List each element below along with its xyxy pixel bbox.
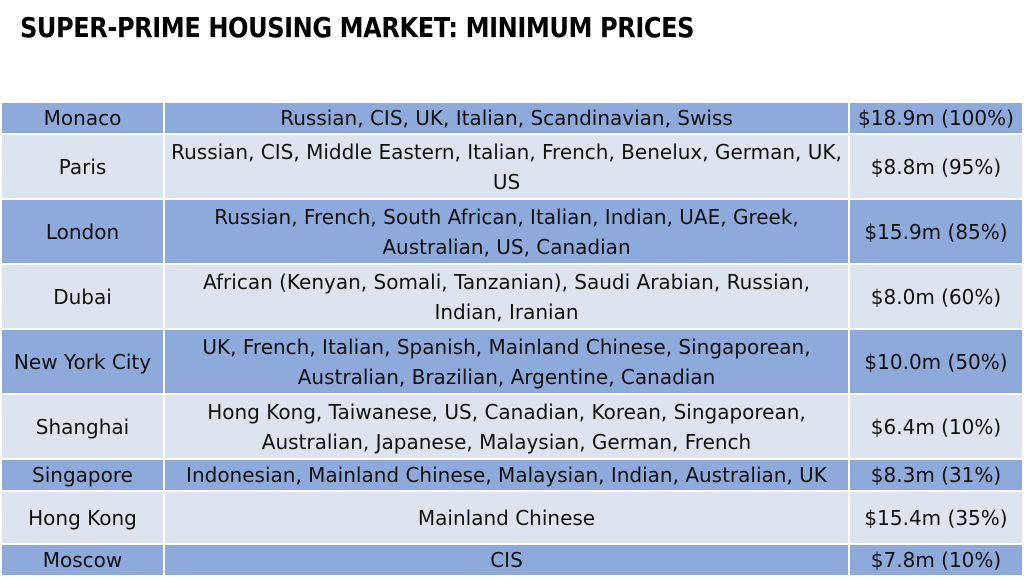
city-cell: Singapore xyxy=(0,458,165,492)
price-cell: $15.9m (85%) xyxy=(848,198,1024,265)
buyers-cell: Russian, French, South African, Italian,… xyxy=(163,198,850,265)
table-row: New York City UK, French, Italian, Spani… xyxy=(0,328,1024,395)
city-cell: Shanghai xyxy=(0,393,165,460)
price-cell: $18.9m (100%) xyxy=(848,101,1024,135)
table-row: Shanghai Hong Kong, Taiwanese, US, Canad… xyxy=(0,393,1024,460)
city-cell: New York City xyxy=(0,328,165,395)
table-row: London Russian, French, South African, I… xyxy=(0,198,1024,265)
price-cell: $15.4m (35%) xyxy=(848,490,1024,545)
table-row: Hong Kong Mainland Chinese $15.4m (35%) xyxy=(0,490,1024,545)
city-cell: Dubai xyxy=(0,263,165,330)
price-cell: $10.0m (50%) xyxy=(848,328,1024,395)
price-cell: $8.8m (95%) xyxy=(848,133,1024,200)
city-cell: Monaco xyxy=(0,101,165,135)
price-table: Monaco Russian, CIS, UK, Italian, Scandi… xyxy=(0,101,1024,577)
buyers-cell: Indonesian, Mainland Chinese, Malaysian,… xyxy=(163,458,850,492)
table-row: Moscow CIS $7.8m (10%) xyxy=(0,543,1024,577)
buyers-cell: Russian, CIS, Middle Eastern, Italian, F… xyxy=(163,133,850,200)
table-row: Monaco Russian, CIS, UK, Italian, Scandi… xyxy=(0,101,1024,135)
price-cell: $8.0m (60%) xyxy=(848,263,1024,330)
buyers-cell: African (Kenyan, Somali, Tanzanian), Sau… xyxy=(163,263,850,330)
buyers-cell: Hong Kong, Taiwanese, US, Canadian, Kore… xyxy=(163,393,850,460)
buyers-cell: UK, French, Italian, Spanish, Mainland C… xyxy=(163,328,850,395)
price-cell: $6.4m (10%) xyxy=(848,393,1024,460)
price-cell: $8.3m (31%) xyxy=(848,458,1024,492)
table-row: Paris Russian, CIS, Middle Eastern, Ital… xyxy=(0,133,1024,200)
city-cell: London xyxy=(0,198,165,265)
buyers-cell: Mainland Chinese xyxy=(163,490,850,545)
page-title: SUPER-PRIME HOUSING MARKET: MINIMUM PRIC… xyxy=(20,11,695,44)
city-cell: Paris xyxy=(0,133,165,200)
city-cell: Moscow xyxy=(0,543,165,577)
buyers-cell: Russian, CIS, UK, Italian, Scandinavian,… xyxy=(163,101,850,135)
price-cell: $7.8m (10%) xyxy=(848,543,1024,577)
table-row: Singapore Indonesian, Mainland Chinese, … xyxy=(0,458,1024,492)
city-cell: Hong Kong xyxy=(0,490,165,545)
table-row: Dubai African (Kenyan, Somali, Tanzanian… xyxy=(0,263,1024,330)
buyers-cell: CIS xyxy=(163,543,850,577)
